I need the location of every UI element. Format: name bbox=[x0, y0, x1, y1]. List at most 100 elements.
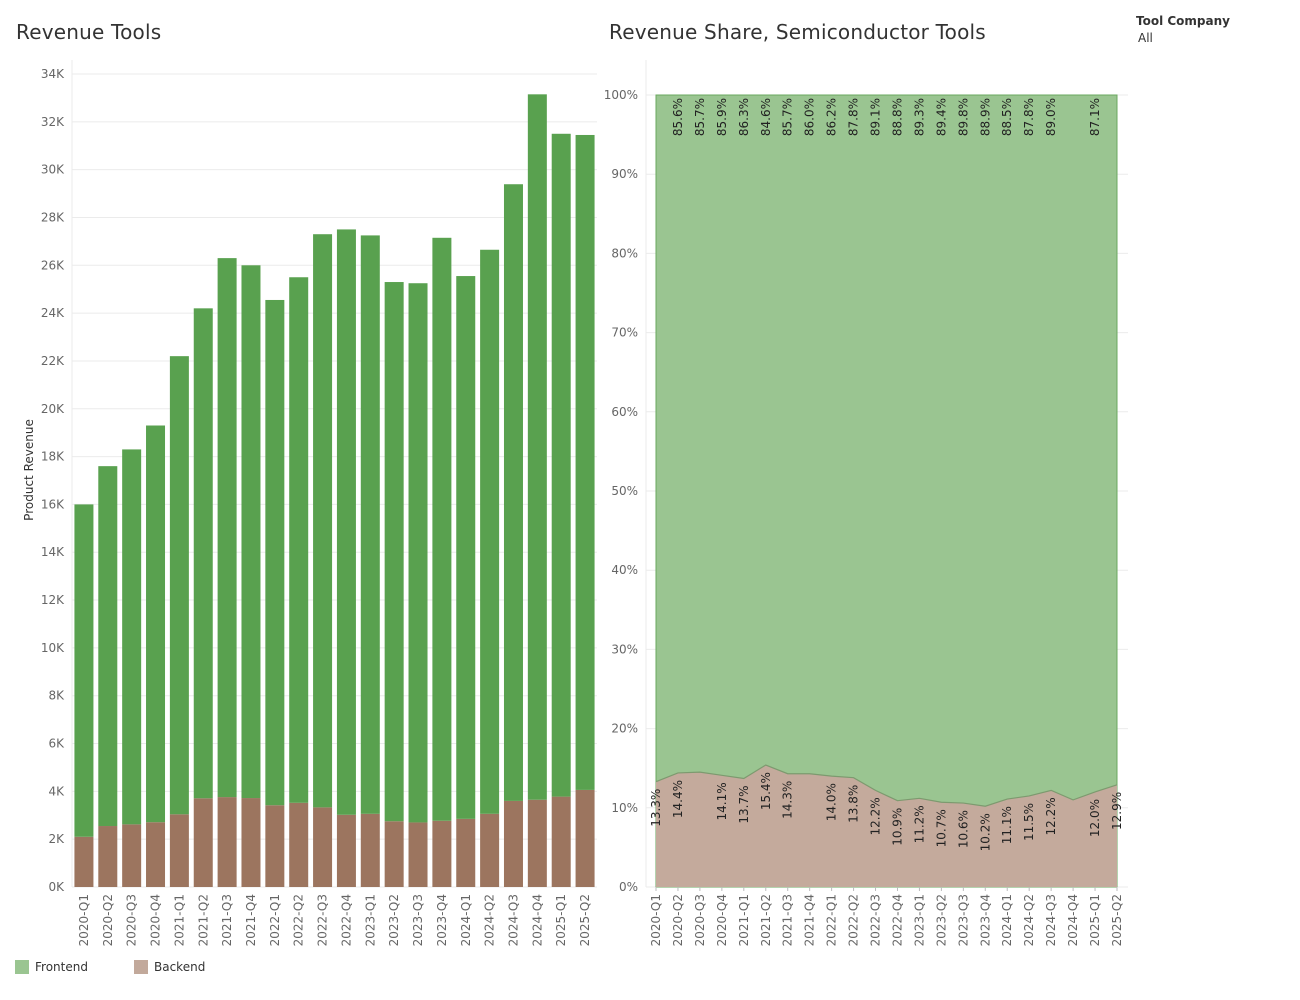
bar-frontend bbox=[193, 308, 213, 799]
area-data-label-backend: 13.8% bbox=[847, 785, 861, 823]
area-x-tick-label: 2021-Q3 bbox=[781, 894, 795, 946]
tool-company-filter-value[interactable]: All bbox=[1138, 31, 1153, 45]
area-data-label-frontend: 84.6% bbox=[759, 98, 773, 136]
bar-backend bbox=[98, 826, 118, 887]
bar-y-tick-label: 8K bbox=[48, 689, 65, 703]
area-y-tick-label: 50% bbox=[611, 484, 638, 498]
bar-frontend bbox=[336, 229, 356, 815]
bar-x-tick-label: 2023-Q1 bbox=[363, 894, 377, 946]
area-data-label-frontend: 89.3% bbox=[912, 98, 926, 136]
bar-backend bbox=[146, 822, 166, 887]
bar-backend bbox=[527, 799, 547, 887]
area-y-tick-label: 100% bbox=[604, 88, 638, 102]
area-data-label-frontend: 89.1% bbox=[869, 98, 883, 136]
area-x-tick-label: 2025-Q2 bbox=[1110, 894, 1124, 946]
bar-x-tick-label: 2023-Q3 bbox=[411, 894, 425, 946]
area-y-tick-label: 80% bbox=[611, 246, 638, 260]
bar-y-tick-label: 16K bbox=[41, 497, 65, 511]
legend-item-frontend[interactable]: Frontend bbox=[15, 958, 88, 976]
area-x-tick-label: 2023-Q2 bbox=[934, 894, 948, 946]
area-data-label-backend: 10.2% bbox=[978, 813, 992, 851]
bar-x-tick-label: 2021-Q3 bbox=[220, 894, 234, 946]
bar-x-tick-label: 2021-Q2 bbox=[196, 894, 210, 946]
area-data-label-backend: 14.4% bbox=[671, 780, 685, 818]
area-x-tick-label: 2024-Q1 bbox=[1000, 894, 1014, 946]
tool-company-filter-label: Tool Company bbox=[1136, 14, 1230, 28]
area-x-tick-label: 2023-Q1 bbox=[912, 894, 926, 946]
area-x-tick-label: 2020-Q3 bbox=[693, 894, 707, 946]
bar-y-tick-label: 22K bbox=[41, 354, 65, 368]
area-y-tick-label: 0% bbox=[619, 880, 638, 894]
bar-frontend bbox=[313, 234, 333, 808]
area-data-label-frontend: 89.4% bbox=[934, 98, 948, 136]
bar-y-tick-label: 20K bbox=[41, 402, 65, 416]
bar-frontend bbox=[527, 94, 547, 800]
bar-backend bbox=[384, 821, 404, 887]
bar-backend bbox=[74, 836, 94, 887]
bar-y-tick-label: 4K bbox=[48, 784, 65, 798]
bar-x-tick-label: 2022-Q1 bbox=[268, 894, 282, 946]
bar-y-tick-label: 6K bbox=[48, 737, 65, 751]
area-x-tick-label: 2024-Q4 bbox=[1066, 894, 1080, 946]
area-x-tick-label: 2022-Q4 bbox=[890, 894, 904, 946]
area-data-label-backend: 10.7% bbox=[934, 809, 948, 847]
bar-frontend bbox=[575, 134, 595, 790]
area-y-tick-label: 10% bbox=[611, 801, 638, 815]
bar-y-tick-label: 10K bbox=[41, 641, 65, 655]
bar-x-tick-label: 2022-Q3 bbox=[316, 894, 330, 946]
bar-frontend bbox=[122, 449, 142, 825]
bar-frontend bbox=[265, 299, 285, 806]
bar-y-tick-label: 0K bbox=[48, 880, 65, 894]
area-data-label-backend: 10.9% bbox=[890, 808, 904, 846]
bar-x-tick-label: 2020-Q2 bbox=[101, 894, 115, 946]
bar-frontend bbox=[503, 184, 523, 801]
bar-y-tick-label: 34K bbox=[41, 67, 65, 81]
area-x-tick-label: 2022-Q3 bbox=[869, 894, 883, 946]
bar-frontend bbox=[241, 265, 261, 799]
area-x-tick-label: 2020-Q2 bbox=[671, 894, 685, 946]
bar-backend bbox=[193, 798, 213, 887]
bar-y-tick-label: 32K bbox=[41, 115, 65, 129]
legend-label-frontend: Frontend bbox=[35, 960, 88, 974]
area-data-label-frontend: 87.1% bbox=[1088, 98, 1102, 136]
revenue-bar-chart: 0K 2K 4K 6K 8K 10K 12K 14K 16K 18K 20K 22K 24K 26K 28K… bbox=[22, 60, 597, 946]
bar-backend bbox=[289, 802, 309, 887]
bar-backend bbox=[456, 818, 476, 887]
area-data-label-frontend: 85.9% bbox=[715, 98, 729, 136]
area-x-tick-label: 2023-Q4 bbox=[978, 894, 992, 946]
bar-y-tick-label: 18K bbox=[41, 450, 65, 464]
area-data-label-frontend: 86.0% bbox=[803, 98, 817, 136]
bar-x-tick-label: 2020-Q3 bbox=[125, 894, 139, 946]
bar-x-tick-label: 2025-Q2 bbox=[578, 894, 592, 946]
area-data-label-frontend: 87.8% bbox=[847, 98, 861, 136]
area-data-label-backend: 10.6% bbox=[956, 810, 970, 848]
bar-frontend bbox=[146, 425, 166, 823]
area-data-label-frontend: 89.0% bbox=[1044, 98, 1058, 136]
bar-backend bbox=[408, 822, 428, 887]
bar-frontend bbox=[74, 504, 94, 837]
bar-backend bbox=[551, 796, 571, 887]
area-x-tick-label: 2020-Q4 bbox=[715, 894, 729, 946]
bar-y-tick-label: 28K bbox=[41, 210, 65, 224]
bar-x-tick-label: 2021-Q4 bbox=[244, 894, 258, 946]
bar-frontend bbox=[169, 356, 189, 815]
area-data-label-frontend: 87.8% bbox=[1022, 98, 1036, 136]
bar-backend bbox=[432, 820, 452, 887]
area-x-tick-label: 2022-Q2 bbox=[847, 894, 861, 946]
bar-frontend bbox=[98, 466, 118, 827]
bar-y-tick-label: 26K bbox=[41, 258, 65, 272]
area-data-label-backend: 14.0% bbox=[825, 783, 839, 821]
legend-item-backend[interactable]: Backend bbox=[134, 958, 205, 976]
bar-x-tick-label: 2024-Q4 bbox=[530, 894, 544, 946]
area-data-label-backend: 14.3% bbox=[781, 781, 795, 819]
bar-frontend bbox=[551, 133, 571, 797]
area-x-tick-label: 2025-Q1 bbox=[1088, 894, 1102, 946]
area-boundary-line bbox=[655, 764, 1118, 807]
bar-backend bbox=[480, 813, 500, 887]
area-data-label-backend: 12.0% bbox=[1088, 799, 1102, 837]
area-chart-title: Revenue Share, Semiconductor Tools bbox=[609, 20, 986, 44]
area-data-label-frontend: 86.3% bbox=[737, 98, 751, 136]
area-data-label-backend: 12.9% bbox=[1110, 792, 1124, 830]
area-data-label-frontend: 86.2% bbox=[825, 98, 839, 136]
bar-frontend bbox=[408, 283, 428, 823]
